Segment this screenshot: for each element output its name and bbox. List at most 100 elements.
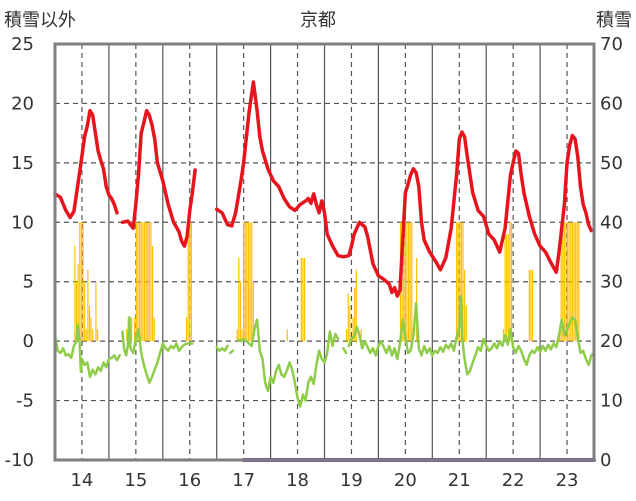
snow-bar-70	[462, 222, 464, 342]
snow-bar-25	[145, 222, 147, 342]
snow-bar-32	[187, 222, 189, 342]
snow-bar-8	[87, 269, 89, 342]
left-tick-label-0: 25	[11, 34, 34, 55]
snow-bar-20	[137, 222, 139, 342]
left-tick-label-3: 10	[11, 212, 34, 233]
x-tick-label-9: 23	[556, 470, 579, 491]
snow-bar-75	[506, 234, 508, 342]
snow-bar-53	[352, 317, 354, 342]
x-tick-label-0: 14	[70, 470, 93, 491]
snow-bar-77	[509, 222, 511, 342]
snow-bar-51	[347, 293, 349, 342]
right-tick-label-3: 40	[600, 212, 623, 233]
snow-bar-63	[409, 222, 411, 342]
x-tick-label-2: 16	[178, 470, 201, 491]
snow-bar-66	[455, 222, 458, 342]
snow-bar-5	[82, 222, 84, 342]
snow-bar-17	[130, 317, 133, 342]
snow-bar-30	[153, 317, 155, 342]
snow-bar-36	[238, 257, 240, 342]
snow-bar-91	[573, 222, 575, 342]
series-green-segment-1	[121, 316, 194, 384]
snow-bar-52	[349, 305, 351, 342]
snow-bar-49	[303, 257, 306, 342]
snow-bar-69	[460, 222, 462, 342]
snow-bar-50	[346, 329, 348, 342]
snow-bar-89	[570, 222, 572, 342]
left-axis-label: 積雪以外	[4, 10, 76, 31]
snow-bar-90	[571, 222, 574, 342]
chart-title: 京都	[300, 10, 336, 31]
snow-bar-74	[504, 234, 506, 342]
snow-bar-48	[302, 257, 304, 342]
snow-bar-61	[406, 222, 408, 342]
snow-bar-83	[560, 222, 562, 342]
right-axis-label: 積雪	[596, 10, 632, 31]
snow-bar-40	[244, 222, 246, 342]
snow-bar-79	[528, 269, 530, 342]
snow-bar-12	[95, 281, 97, 342]
snow-bar-7	[85, 329, 87, 342]
snow-bar-13	[96, 329, 99, 342]
snow-bar-60	[404, 222, 406, 342]
snow-bar-44	[251, 222, 253, 342]
series-red-segment-1	[120, 108, 197, 248]
snow-bar-43	[249, 222, 251, 342]
x-tick-label-7: 21	[448, 470, 471, 491]
snow-bar-81	[531, 269, 534, 342]
snow-bar-59	[403, 222, 405, 342]
left-tick-label-7: -10	[5, 450, 34, 471]
snow-bar-78	[510, 222, 513, 342]
left-tick-label-5: 0	[23, 331, 34, 352]
snow-bar-92	[575, 222, 577, 342]
snow-bar-56	[360, 329, 362, 342]
snow-bar-67	[457, 222, 459, 342]
snow-bar-23	[142, 222, 144, 342]
snow-bar-10	[90, 317, 92, 342]
snow-bar-33	[189, 222, 191, 342]
snow-bar-76	[507, 234, 509, 342]
snow-bar-47	[300, 257, 302, 342]
snow-bar-93	[576, 222, 578, 342]
snow-bar-29	[151, 246, 154, 342]
snow-bar-11	[92, 329, 94, 342]
left-tick-labels: 25 20 15 10 5 0 -5 -10	[5, 34, 34, 471]
snow-bar-88	[568, 222, 570, 342]
snow-bar-1	[75, 281, 78, 342]
snow-bar-2	[77, 263, 79, 342]
series-green-segment-2	[215, 344, 229, 352]
snow-bar-84	[562, 222, 564, 342]
left-tick-label-2: 15	[11, 153, 34, 174]
snow-bar-73	[502, 329, 505, 342]
x-tick-label-5: 19	[340, 470, 363, 491]
snow-bar-28	[150, 222, 152, 342]
snow-bar-19	[135, 222, 137, 342]
right-tick-label-4: 30	[600, 272, 623, 293]
snow-bar-39	[243, 222, 245, 342]
snow-bar-9	[88, 305, 91, 342]
right-tick-label-6: 10	[600, 391, 623, 412]
right-tick-label-2: 50	[600, 153, 623, 174]
right-tick-label-5: 20	[600, 331, 623, 352]
snow-bar-64	[411, 222, 413, 342]
snow-bar-65	[416, 257, 418, 342]
snow-bar-18	[134, 317, 136, 342]
series-green-segment-6	[347, 294, 596, 376]
snow-bar-6	[84, 281, 86, 342]
snow-bar-35	[236, 329, 238, 342]
snow-bar-0	[74, 246, 76, 342]
snow-bar-22	[140, 222, 142, 342]
x-tick-label-1: 15	[124, 470, 147, 491]
plot-frame	[53, 42, 596, 462]
snow-bar-72	[465, 305, 467, 342]
snow-bar-4	[80, 222, 83, 342]
snow-bar-31	[185, 317, 188, 342]
snow-bar-86	[565, 222, 567, 342]
x-tick-label-8: 22	[502, 470, 525, 491]
x-tick-label-6: 20	[394, 470, 417, 491]
x-tick-label-3: 17	[232, 470, 255, 491]
snow-bar-3	[79, 222, 81, 342]
snow-bar-54	[354, 287, 356, 342]
snow-bar-94	[578, 222, 580, 342]
